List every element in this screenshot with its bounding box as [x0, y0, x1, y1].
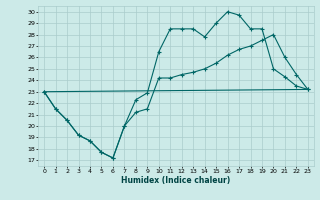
- X-axis label: Humidex (Indice chaleur): Humidex (Indice chaleur): [121, 176, 231, 185]
